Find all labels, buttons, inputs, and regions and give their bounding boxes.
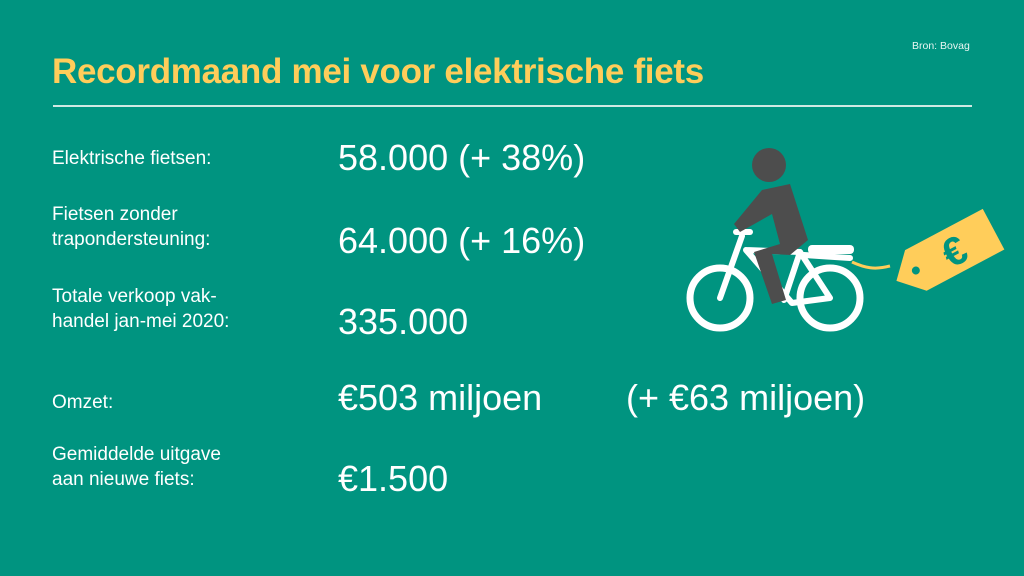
label-electric-bikes: Elektrische fietsen:	[52, 148, 212, 169]
label-average-spend: Gemiddelde uitgave aan nieuwe fiets:	[52, 444, 221, 490]
value-average-spend: €1.500	[338, 458, 449, 499]
title-divider	[53, 105, 972, 107]
value-non-assisted-bikes: 64.000 (+ 16%)	[338, 220, 586, 261]
cyclist-with-price-tag-icon: €	[686, 148, 1005, 332]
value-revenue: €503 miljoen	[338, 377, 543, 418]
change-electric-bikes: (+ 38%)	[458, 137, 586, 178]
label-total-sales: Totale verkoop vak- handel jan-mei 2020:	[52, 286, 230, 332]
rider-icon	[734, 148, 808, 304]
front-wheel-icon	[686, 264, 754, 332]
change-non-assisted-bikes: (+ 16%)	[458, 220, 586, 261]
bike-rack-icon	[808, 245, 854, 254]
label-non-assisted-bikes: Fietsen zonder trapondersteuning:	[52, 204, 211, 250]
tag-string-icon	[851, 260, 891, 270]
source-credit: Bron: Bovag	[912, 40, 970, 52]
value-electric-bikes: 58.000 (+ 38%)	[338, 137, 586, 178]
price-tag-icon: €	[896, 208, 1005, 291]
change-revenue: (+ €63 miljoen)	[626, 377, 866, 418]
rear-wheel-icon	[796, 264, 864, 332]
value-total-sales: 335.000	[338, 301, 469, 342]
page-title: Recordmaand mei voor elektrische fiets	[52, 52, 704, 91]
label-revenue: Omzet:	[52, 392, 114, 413]
